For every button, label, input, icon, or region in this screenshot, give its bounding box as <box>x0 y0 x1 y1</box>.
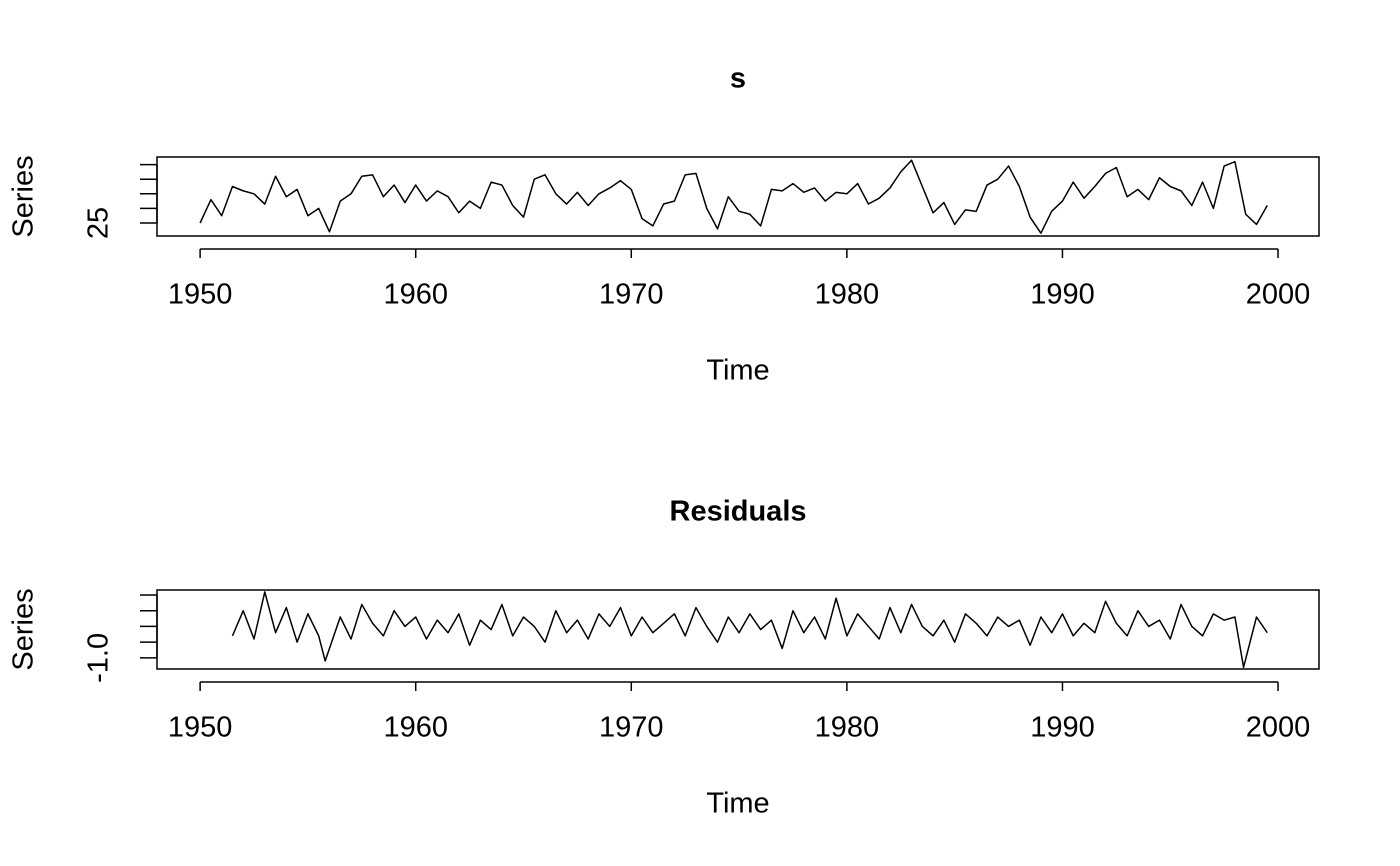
y-tick-label: 25 <box>83 207 115 239</box>
series-line <box>199 159 1268 234</box>
y-axis-label: Series <box>8 588 40 670</box>
x-tick-label: 1970 <box>599 279 664 311</box>
series-line <box>231 591 1268 669</box>
x-tick-label: 2000 <box>1246 279 1311 311</box>
x-tick-label: 1980 <box>815 279 880 311</box>
x-axis-label: Time <box>706 788 769 820</box>
y-tick-label: -1.0 <box>83 633 115 683</box>
x-tick-label: 1970 <box>599 712 664 744</box>
x-tick-label: 1960 <box>383 279 448 311</box>
x-tick-label: 1950 <box>168 279 233 311</box>
plot-box <box>156 589 1320 670</box>
x-tick-label: 1990 <box>1030 279 1095 311</box>
x-tick-label: 2000 <box>1246 712 1311 744</box>
x-tick-label: 1980 <box>815 712 880 744</box>
chart-title: s <box>730 63 746 95</box>
chart-title: Residuals <box>670 496 807 528</box>
y-axis-label: Series <box>8 155 40 237</box>
x-tick-label: 1990 <box>1030 712 1095 744</box>
x-axis-label: Time <box>706 355 769 387</box>
x-tick-label: 1950 <box>168 712 233 744</box>
x-tick-label: 1960 <box>383 712 448 744</box>
